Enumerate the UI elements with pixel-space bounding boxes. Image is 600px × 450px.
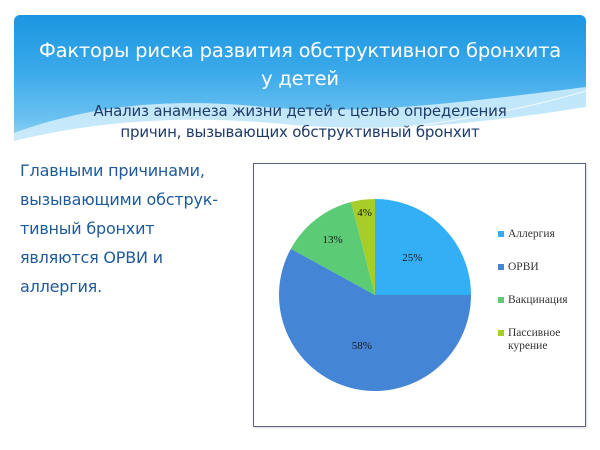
legend-swatch-icon	[498, 264, 504, 270]
legend-item-allergy: Аллергия	[498, 228, 588, 241]
slide-subtitle: Анализ анамнеза жизни детей с целью опре…	[0, 101, 600, 143]
title-line-1: Факторы риска развития обструктивного бр…	[38, 39, 561, 62]
subtitle-line-1: Анализ анамнеза жизни детей с целью опре…	[93, 102, 507, 120]
slice-value-label: 13%	[322, 234, 343, 247]
pie-slice	[375, 199, 471, 295]
subtitle-line-2: причин, вызывающих обструктивный бронхит	[120, 123, 480, 141]
legend-item-arvi: ОРВИ	[498, 261, 588, 274]
pie-plot-area	[279, 199, 471, 391]
body-line: Главными причинами,	[20, 161, 205, 180]
slide-title: Факторы риска развития обструктивного бр…	[14, 37, 586, 93]
pie-slice	[279, 248, 471, 391]
body-line: являются ОРВИ и	[20, 248, 163, 267]
legend-label: Пассивное	[508, 327, 561, 339]
legend-swatch-icon	[498, 297, 504, 303]
legend-item-vaccination: Вакцинация	[498, 294, 588, 307]
title-banner: Факторы риска развития обструктивного бр…	[14, 15, 586, 155]
legend-label: Вакцинация	[508, 294, 568, 306]
legend-swatch-icon	[498, 330, 504, 336]
slice-value-label: 4%	[357, 207, 372, 220]
body-line: аллергия.	[20, 277, 102, 296]
chart-legend: Аллергия ОРВИ Вакцинация Пассивное курен…	[498, 228, 588, 373]
slice-value-label: 25%	[402, 251, 423, 264]
legend-label: Аллергия	[508, 228, 555, 240]
legend-swatch-icon	[498, 231, 504, 237]
pie-slice	[351, 199, 375, 295]
title-line-2: у детей	[261, 67, 339, 90]
conclusion-text: Главными причинами, вызывающими обструк-…	[20, 156, 250, 301]
pie-chart: 25% 58% 13% 4% Аллергия ОРВИ Вакцинация Пас…	[253, 163, 586, 427]
legend-label: ОРВИ	[508, 261, 539, 273]
pie-slice	[290, 202, 375, 295]
body-line: вызывающими обструк-	[20, 190, 218, 209]
slice-value-label: 58%	[351, 340, 372, 353]
legend-label: курение	[508, 340, 548, 352]
legend-item-passive-smoking: Пассивное курение	[498, 327, 588, 353]
body-line: тивный бронхит	[20, 219, 155, 238]
wave-decoration	[14, 87, 586, 155]
